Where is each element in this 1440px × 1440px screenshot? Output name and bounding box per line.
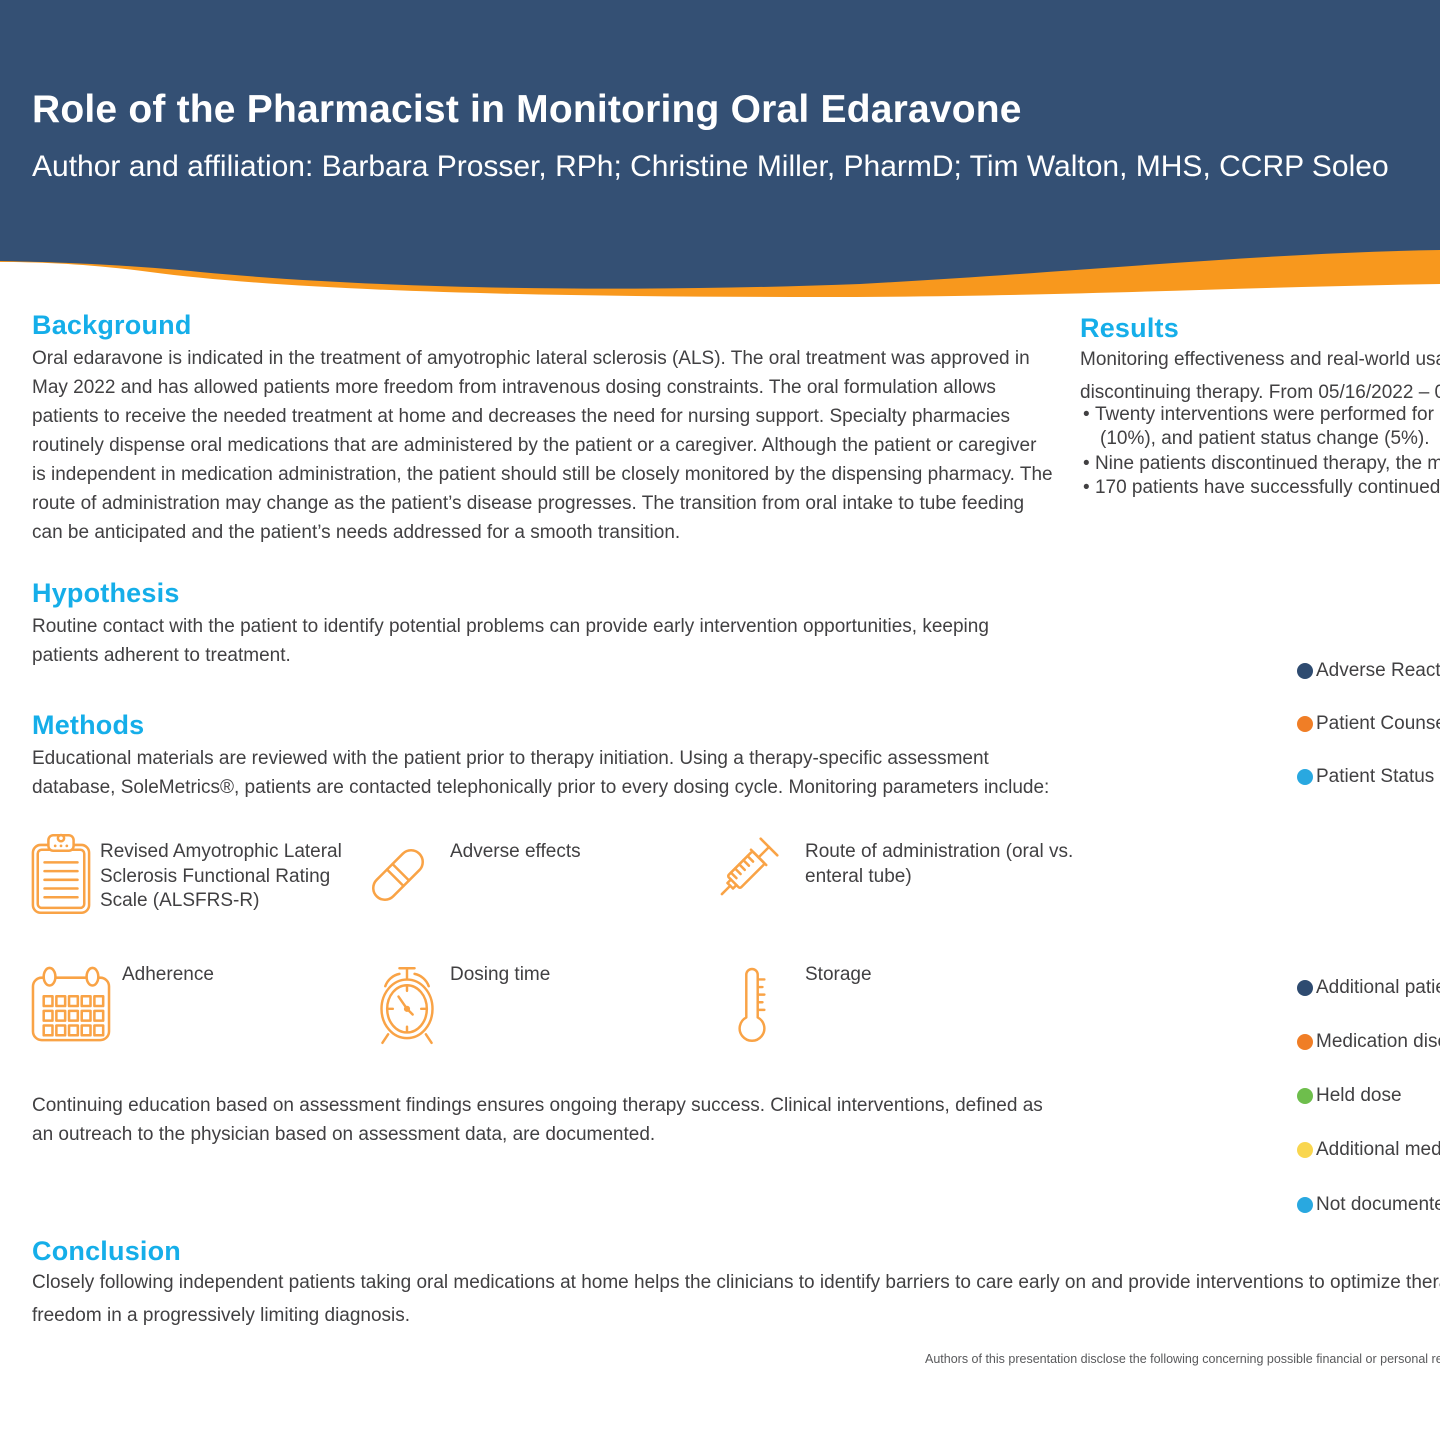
methods-intro: Educational materials are reviewed with … xyxy=(32,748,1050,798)
legend-label: Not documente xyxy=(1316,1194,1440,1215)
legend-item: Not documente xyxy=(1297,1194,1440,1216)
legend-label: Adverse Reactio xyxy=(1316,660,1440,681)
conclusion-line: freedom in a progressively limiting diag… xyxy=(32,1305,411,1326)
legend-dot xyxy=(1297,663,1313,679)
method-parameter-label: Adherence xyxy=(122,964,214,985)
thermometer-icon xyxy=(738,967,766,1042)
conclusion-line: Closely following independent patients t… xyxy=(32,1272,1440,1293)
pill-icon xyxy=(372,849,424,901)
results-bullet-continued: (10%), and patient status change (5%). xyxy=(1100,428,1430,450)
legend-label: Held dose xyxy=(1316,1085,1402,1106)
syringe-icon xyxy=(720,837,779,896)
method-parameter-label: Storage xyxy=(805,964,872,985)
method-parameter-label: Adverse effects xyxy=(450,841,581,862)
legend-dot xyxy=(1297,1088,1313,1104)
poster-authors: Author and affiliation: Barbara Prosser,… xyxy=(32,150,1389,183)
legend-item: Medication disc xyxy=(1297,1031,1440,1053)
legend-item: Patient Counseli xyxy=(1297,713,1440,735)
legend-item: Additional medi xyxy=(1297,1139,1440,1161)
legend-label: Patient Counseli xyxy=(1316,713,1440,734)
results-heading: Results xyxy=(1080,313,1179,343)
method-parameter-label: Dosing time xyxy=(450,964,551,985)
method-parameter-label: Route of administration (oral vs. entera… xyxy=(805,841,1074,887)
hypothesis-heading: Hypothesis xyxy=(32,578,180,608)
legend-label: Medication disc xyxy=(1316,1031,1440,1052)
methods-outro: Continuing education based on assessment… xyxy=(32,1095,1043,1145)
results-bullet: Nine patients discontinued therapy, the … xyxy=(1083,452,1440,476)
calendar-icon xyxy=(31,966,111,1042)
legend-dot xyxy=(1297,769,1313,785)
alarm-clock-icon xyxy=(380,966,434,1045)
conclusion-heading: Conclusion xyxy=(32,1236,181,1266)
background-body: Oral edaravone is indicated in the treat… xyxy=(32,348,1053,543)
legend-dot xyxy=(1297,716,1313,732)
results-intro-line: Monitoring effectiveness and real-world … xyxy=(1080,349,1440,370)
legend-dot xyxy=(1297,980,1313,996)
method-parameter-label: Revised Amyotrophic Lateral Sclerosis Fu… xyxy=(100,841,342,911)
methods-heading: Methods xyxy=(32,710,145,740)
legend-item: Patient Status Ch xyxy=(1297,766,1440,788)
legend-dot xyxy=(1297,1034,1313,1050)
results-bullet: 170 patients have successfully continued… xyxy=(1083,476,1440,500)
results-bullet: Twenty interventions were performed for … xyxy=(1083,403,1440,427)
legend-item: Adverse Reactio xyxy=(1297,660,1440,682)
wave-navy-shape xyxy=(0,0,1440,289)
header-wave xyxy=(0,0,1440,297)
clipboard-icon xyxy=(31,833,91,915)
legend-item: Additional patie xyxy=(1297,977,1440,999)
results-bullets: Twenty interventions were performed for … xyxy=(1083,403,1440,500)
hypothesis-body: Routine contact with the patient to iden… xyxy=(32,616,989,666)
legend-dot xyxy=(1297,1197,1313,1213)
poster-title: Role of the Pharmacist in Monitoring Ora… xyxy=(32,88,1022,131)
disclosure-note: Authors of this presentation disclose th… xyxy=(925,1352,1440,1366)
legend-label: Patient Status Ch xyxy=(1316,766,1440,787)
legend-label: Additional patie xyxy=(1316,977,1440,998)
results-intro-line: discontinuing therapy. From 05/16/2022 –… xyxy=(1080,382,1440,403)
legend-label: Additional medi xyxy=(1316,1139,1440,1160)
results-intro: Monitoring effectiveness and real-world … xyxy=(1080,343,1440,409)
legend-item: Held dose xyxy=(1297,1085,1402,1107)
legend-dot xyxy=(1297,1142,1313,1158)
conclusion-body: Closely following independent patients t… xyxy=(32,1266,1440,1332)
background-heading: Background xyxy=(32,310,192,340)
